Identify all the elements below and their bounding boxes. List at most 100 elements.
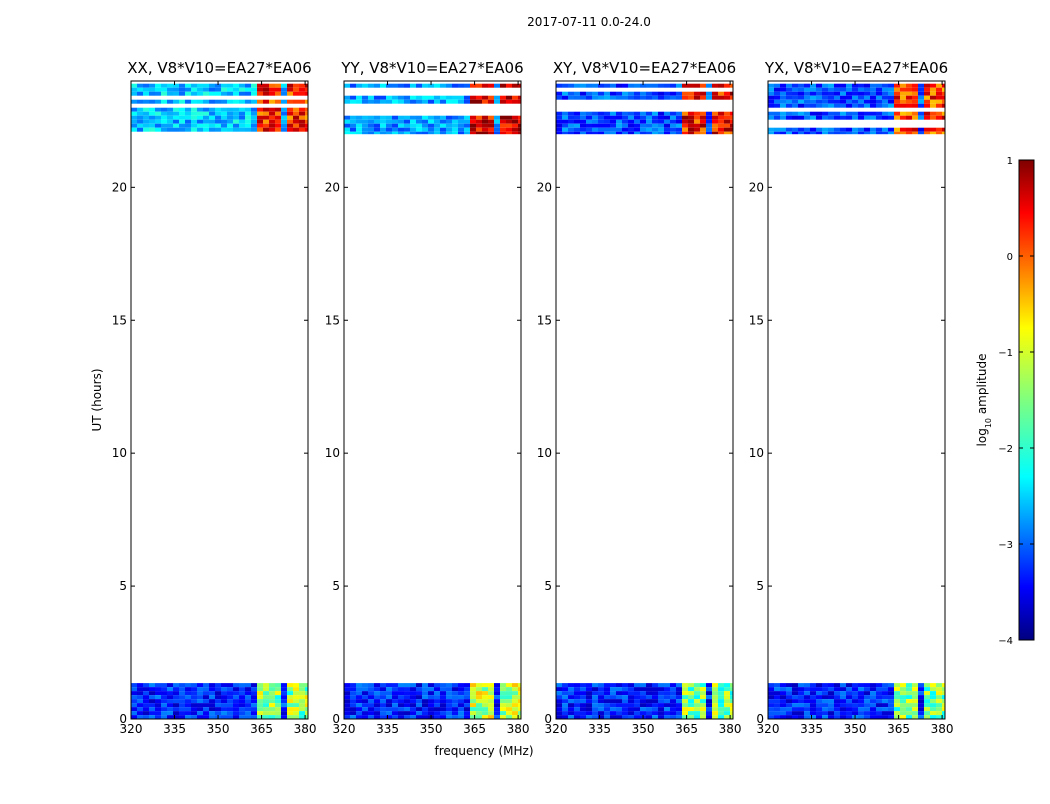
heatmap-cell	[275, 691, 281, 696]
heatmap-cell	[936, 131, 942, 135]
heatmap-cell	[628, 695, 634, 700]
heatmap-cell	[846, 83, 852, 88]
heatmap-cell	[852, 695, 858, 700]
heatmap-cell	[804, 99, 810, 104]
heatmap-cell	[404, 715, 410, 719]
heatmap-cell	[834, 695, 840, 700]
heatmap-cell	[610, 699, 616, 704]
heatmap-cell	[786, 95, 792, 100]
heatmap-cell	[858, 707, 864, 712]
heatmap-cell	[646, 683, 652, 688]
heatmap-cell	[852, 699, 858, 704]
heatmap-cell	[774, 691, 780, 696]
heatmap-cell	[598, 691, 604, 696]
heatmap-cell	[828, 687, 834, 692]
heatmap-cell	[780, 683, 786, 688]
heatmap-cell	[161, 119, 167, 124]
heatmap-cell	[894, 83, 900, 88]
heatmap-cell	[392, 131, 398, 135]
heatmap-cell	[245, 683, 251, 688]
heatmap-cell	[894, 703, 900, 708]
heatmap-cell	[718, 115, 724, 120]
heatmap-cell	[221, 115, 227, 120]
heatmap-cell	[269, 691, 275, 696]
heatmap-cell	[506, 695, 512, 700]
heatmap-cell	[900, 103, 906, 108]
heatmap-cell	[840, 115, 846, 120]
heatmap-cell	[344, 683, 350, 688]
heatmap-cell	[894, 711, 900, 716]
heatmap-cell	[930, 115, 936, 120]
heatmap-cell	[452, 691, 458, 696]
heatmap-cell	[724, 119, 730, 124]
heatmap-cell	[350, 119, 356, 124]
heatmap-cell	[598, 83, 604, 88]
heatmap-cell	[368, 115, 374, 120]
heatmap-cell	[239, 711, 245, 716]
heatmap-cell	[344, 703, 350, 708]
heatmap-cell	[500, 703, 506, 708]
heatmap-cell	[476, 695, 482, 700]
heatmap-cell	[251, 115, 257, 120]
heatmap-cell	[652, 695, 658, 700]
heatmap-cell	[404, 131, 410, 135]
heatmap-cell	[580, 711, 586, 716]
heatmap-cell	[610, 711, 616, 716]
heatmap-cell	[730, 691, 733, 696]
heatmap-cell	[930, 131, 936, 135]
heatmap-cell	[786, 131, 792, 135]
heatmap-cell	[404, 707, 410, 712]
heatmap-cell	[416, 691, 422, 696]
heatmap-cell	[798, 115, 804, 120]
heatmap-cell	[924, 87, 930, 92]
heatmap-cell	[822, 707, 828, 712]
heatmap-cell	[422, 703, 428, 708]
heatmap-cell	[682, 119, 688, 124]
heatmap-cell	[792, 707, 798, 712]
heatmap-cell	[718, 715, 724, 719]
heatmap-cell	[942, 83, 945, 88]
heatmap-cell	[574, 691, 580, 696]
heatmap-cell	[356, 83, 362, 88]
heatmap-cell	[362, 131, 368, 135]
heatmap-cell	[362, 691, 368, 696]
heatmap-cell	[592, 83, 598, 88]
heatmap-cell	[730, 119, 733, 124]
heatmap-cell	[155, 687, 161, 692]
heatmap-cell	[730, 115, 733, 120]
heatmap-cell	[918, 687, 924, 692]
heatmap-cell	[452, 115, 458, 120]
heatmap-cell	[362, 711, 368, 716]
heatmap-cell	[706, 119, 712, 124]
heatmap-cell	[942, 683, 945, 688]
heatmap-cell	[185, 123, 191, 128]
heatmap-cell	[215, 91, 221, 96]
heatmap-cell	[718, 83, 724, 88]
heatmap-cell	[610, 95, 616, 100]
heatmap-cell	[344, 711, 350, 716]
heatmap-cell	[664, 715, 670, 719]
heatmap-cell	[185, 115, 191, 120]
heatmap-cell	[652, 123, 658, 128]
heatmap-cell	[936, 111, 942, 116]
heatmap-cell	[422, 699, 428, 704]
heatmap-cell	[882, 715, 888, 719]
heatmap-cell	[622, 703, 628, 708]
heatmap-cell	[428, 683, 434, 688]
heatmap-cell	[888, 95, 894, 100]
heatmap-cell	[227, 91, 233, 96]
heatmap-cell	[368, 707, 374, 712]
heatmap-cell	[518, 115, 521, 120]
heatmap-cell	[500, 127, 506, 132]
heatmap-cell	[398, 687, 404, 692]
heatmap-cell	[882, 707, 888, 712]
heatmap-cell	[185, 111, 191, 116]
heatmap-cell	[476, 99, 482, 104]
heatmap-cell	[500, 683, 506, 688]
heatmap-cell	[676, 711, 682, 716]
heatmap-cell	[233, 115, 239, 120]
heatmap-cell	[706, 115, 712, 120]
heatmap-cell	[780, 83, 786, 88]
heatmap-cell	[864, 87, 870, 92]
